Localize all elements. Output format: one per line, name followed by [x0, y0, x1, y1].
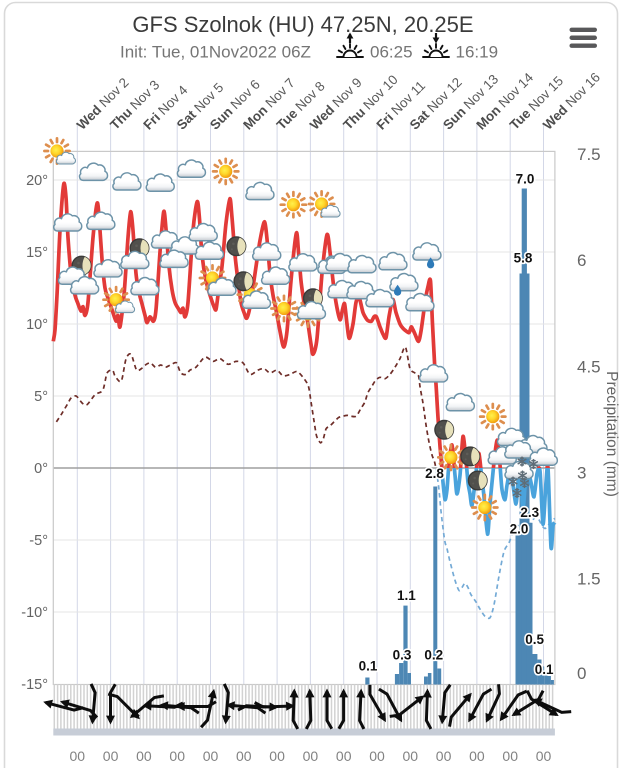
svg-text:7.5: 7.5 — [577, 145, 601, 164]
svg-text:0.3: 0.3 — [393, 648, 412, 663]
svg-text:00: 00 — [303, 748, 319, 764]
svg-text:15°: 15° — [26, 245, 48, 261]
svg-text:00: 00 — [103, 748, 119, 764]
svg-text:00: 00 — [203, 748, 219, 764]
svg-text:00: 00 — [369, 748, 385, 764]
svg-text:00: 00 — [136, 748, 152, 764]
svg-text:1.1: 1.1 — [397, 588, 416, 603]
svg-text:3: 3 — [577, 463, 586, 482]
svg-text:0.2: 0.2 — [424, 648, 443, 663]
svg-text:00: 00 — [502, 748, 518, 764]
svg-text:00: 00 — [169, 748, 185, 764]
svg-text:-5°: -5° — [29, 533, 48, 549]
svg-text:20°: 20° — [26, 173, 48, 189]
svg-text:00: 00 — [469, 748, 485, 764]
svg-text:0°: 0° — [34, 461, 48, 477]
svg-text:00: 00 — [436, 748, 452, 764]
svg-text:6: 6 — [577, 251, 586, 270]
svg-text:00: 00 — [269, 748, 285, 764]
svg-text:00: 00 — [536, 748, 552, 764]
svg-text:06:25: 06:25 — [370, 43, 413, 62]
svg-text:5°: 5° — [34, 389, 48, 405]
svg-text:Precipitation (mm): Precipitation (mm) — [603, 371, 620, 497]
svg-text:5.8: 5.8 — [514, 251, 533, 266]
svg-text:2.3: 2.3 — [520, 505, 539, 520]
svg-text:00: 00 — [403, 748, 419, 764]
svg-text:0: 0 — [577, 664, 586, 683]
svg-text:7.0: 7.0 — [516, 172, 535, 187]
svg-text:-15°: -15° — [21, 677, 48, 693]
svg-text:0.1: 0.1 — [359, 659, 378, 674]
svg-text:00: 00 — [70, 748, 86, 764]
svg-text:16:19: 16:19 — [456, 43, 499, 62]
svg-text:-10°: -10° — [21, 605, 48, 621]
svg-text:GFS Szolnok (HU) 47.25N, 20.25: GFS Szolnok (HU) 47.25N, 20.25E — [132, 12, 473, 37]
svg-text:4.5: 4.5 — [577, 357, 601, 376]
svg-text:2.8: 2.8 — [425, 466, 444, 481]
svg-text:2.0: 2.0 — [510, 522, 529, 537]
svg-text:00: 00 — [336, 748, 352, 764]
svg-text:00: 00 — [236, 748, 252, 764]
svg-text:0.1: 0.1 — [535, 662, 554, 677]
svg-text:0.5: 0.5 — [525, 632, 544, 647]
svg-text:Init: Tue, 01Nov2022 06Z: Init: Tue, 01Nov2022 06Z — [120, 43, 311, 62]
svg-text:10°: 10° — [26, 317, 48, 333]
svg-text:1.5: 1.5 — [577, 569, 601, 588]
